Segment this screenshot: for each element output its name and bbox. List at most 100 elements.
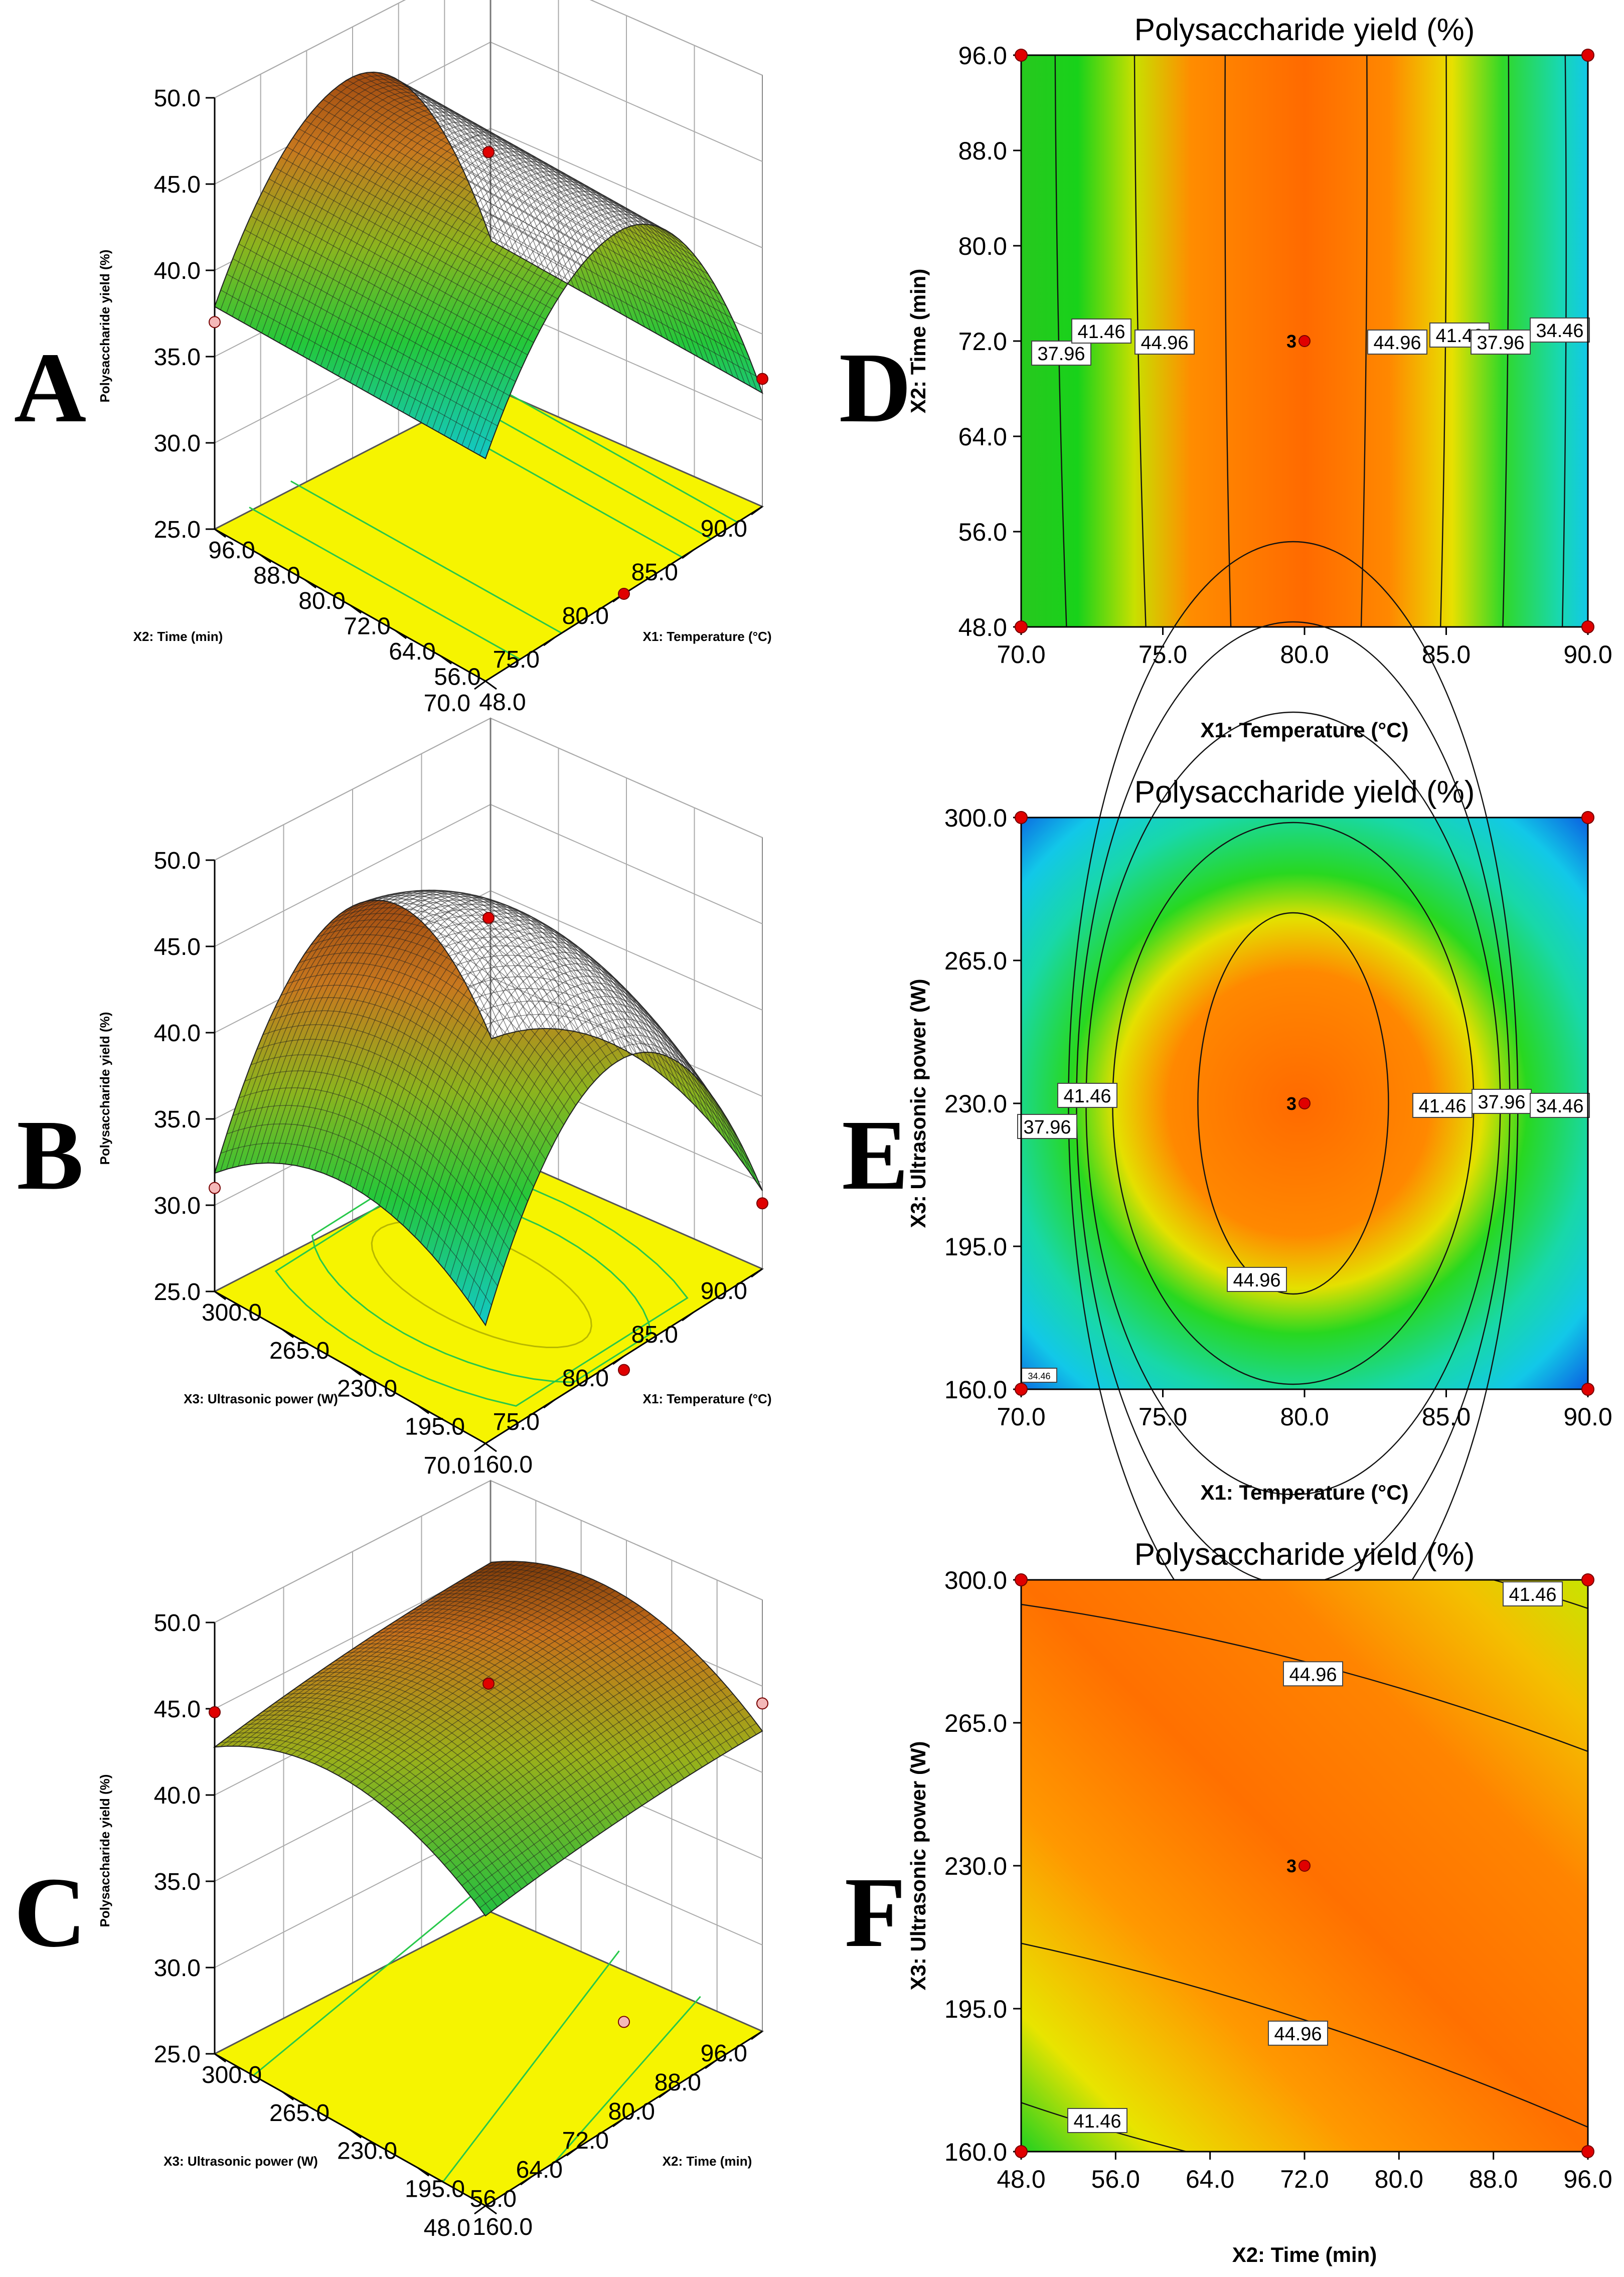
z-tick-label: 25.0 bbox=[154, 517, 201, 543]
design-point bbox=[482, 1677, 495, 1690]
x-tick-mark bbox=[543, 1399, 555, 1409]
y-tick-mark bbox=[350, 604, 362, 614]
design-point bbox=[618, 1364, 630, 1376]
design-point bbox=[756, 373, 768, 385]
mesh-line bbox=[296, 1571, 574, 1757]
x-tick-label: 75.0 bbox=[493, 1409, 540, 1435]
mesh-line bbox=[455, 207, 733, 442]
z-tick-label: 30.0 bbox=[154, 430, 201, 457]
z-tick-label: 45.0 bbox=[154, 934, 201, 960]
contour-level-box bbox=[1134, 330, 1195, 355]
x-tick-label: 64.0 bbox=[516, 2157, 563, 2183]
mesh-line bbox=[214, 72, 492, 307]
mesh-line bbox=[344, 144, 621, 380]
mesh-line bbox=[308, 895, 586, 1169]
mesh-line bbox=[285, 111, 563, 347]
x-axis-label: X1: Temperature (°C) bbox=[1200, 718, 1408, 742]
mesh-line bbox=[420, 1655, 698, 1840]
design-point bbox=[209, 1706, 221, 1718]
x-axis-label: X1: Temperature (°C) bbox=[643, 1391, 772, 1406]
surface-plot-a: 25.0 30.0 35.0 40.0 45.0 50.0 48.056.064.072.0… bbox=[97, 0, 771, 717]
x-tick-label: 72.0 bbox=[1280, 2165, 1329, 2193]
z-tick-label: 35.0 bbox=[154, 344, 201, 371]
contour-level-label: 41.46 bbox=[1073, 2111, 1121, 2132]
contour-level-label: 34.46 bbox=[1536, 1096, 1583, 1117]
surface-plot-c: 25.0 30.0 35.0 40.0 45.0 50.0 160.0 195.0 230.0 2… bbox=[97, 1480, 768, 2241]
contour-level-label: 41.46 bbox=[1509, 1584, 1556, 1605]
mesh-line bbox=[359, 74, 630, 227]
mesh-line bbox=[379, 1617, 657, 1804]
mesh-line bbox=[373, 927, 651, 1201]
mesh-line bbox=[302, 893, 580, 1168]
mesh-line bbox=[450, 1686, 727, 1872]
y-tick-mark bbox=[282, 2091, 294, 2100]
mesh-line bbox=[467, 1026, 745, 1300]
mesh-line bbox=[308, 124, 586, 360]
x-tick-label: 56.0 bbox=[470, 2186, 517, 2212]
surface-mesh bbox=[214, 1561, 763, 1916]
x-tick-label: 80.0 bbox=[562, 603, 609, 629]
z-tick-label: 40.0 bbox=[154, 258, 201, 284]
y-tick-label: 80.0 bbox=[958, 232, 1007, 260]
y-tick-label: 48.0 bbox=[958, 613, 1007, 641]
mesh-line bbox=[214, 900, 492, 1174]
mesh-line bbox=[273, 889, 551, 1164]
y-axis-label: X3: Ultrasonic power (W) bbox=[906, 979, 930, 1228]
x-tick-label: 80.0 bbox=[562, 1365, 609, 1392]
design-point bbox=[1015, 1383, 1028, 1396]
mesh-line bbox=[314, 1578, 592, 1764]
mesh-line bbox=[356, 1601, 633, 1786]
panel-letter-b: B bbox=[17, 1100, 83, 1211]
mesh-line bbox=[332, 138, 610, 373]
y-tick-label: 265.0 bbox=[269, 2100, 330, 2127]
design-point bbox=[482, 912, 495, 924]
x-tick-label: 56.0 bbox=[1091, 2165, 1140, 2193]
mesh-line bbox=[296, 118, 574, 353]
mesh-line bbox=[461, 211, 739, 446]
mesh-line bbox=[432, 982, 710, 1256]
mesh-line bbox=[285, 1568, 563, 1754]
contour-plot-e: Polysaccharide yield (%) 41.46 37.96 44.96 4… bbox=[906, 541, 1612, 1666]
chart-title: Polysaccharide yield (%) bbox=[1134, 13, 1475, 47]
y-axis-label: X3: Ultrasonic power (W) bbox=[164, 2154, 318, 2169]
mesh-line bbox=[361, 154, 639, 390]
mesh-line bbox=[220, 1561, 498, 1747]
y-tick-label: 160.0 bbox=[944, 1376, 1007, 1404]
mesh-line bbox=[414, 1649, 692, 1835]
contour-level-label: 41.46 bbox=[1063, 1086, 1111, 1107]
x-tick-label: 90.0 bbox=[701, 1278, 747, 1305]
z-axis-label: Polysaccharide yield (%) bbox=[97, 1774, 112, 1927]
mesh-line bbox=[467, 214, 745, 449]
y-tick-label: 56.0 bbox=[958, 518, 1007, 546]
y-tick-label: 300.0 bbox=[202, 2062, 262, 2088]
x-tick-mark bbox=[474, 2205, 486, 2215]
x-axis-label: X1: Temperature (°C) bbox=[1200, 1481, 1408, 1504]
mesh-line bbox=[485, 1730, 763, 1916]
y-tick-mark bbox=[214, 528, 226, 538]
y-tick-label: 96.0 bbox=[958, 42, 1007, 70]
x-tick-mark bbox=[659, 2088, 671, 2098]
mesh-line bbox=[479, 1723, 757, 1908]
mesh-line bbox=[367, 157, 645, 393]
mesh-line bbox=[479, 220, 757, 456]
y-axis-label: X2: Time (min) bbox=[133, 629, 223, 644]
x-tick-mark bbox=[705, 2059, 717, 2069]
x-tick-mark bbox=[543, 636, 555, 646]
y-tick-mark bbox=[395, 629, 407, 639]
x-tick-mark bbox=[751, 506, 763, 516]
mesh-line bbox=[344, 1593, 621, 1779]
mesh-line bbox=[367, 1609, 645, 1795]
x-tick-label: 75.0 bbox=[1139, 1403, 1187, 1431]
design-point bbox=[756, 1697, 768, 1710]
mesh-line bbox=[473, 1034, 751, 1309]
mesh-line bbox=[438, 989, 716, 1263]
mesh-line bbox=[261, 1563, 539, 1749]
mesh-line bbox=[455, 1011, 733, 1284]
mesh-line bbox=[449, 1003, 728, 1277]
mesh-line bbox=[485, 224, 763, 459]
contour-level-box bbox=[1227, 1267, 1287, 1292]
design-point bbox=[756, 1197, 768, 1210]
x-tick-label: 70.0 bbox=[997, 640, 1045, 669]
mesh-line bbox=[373, 1613, 651, 1799]
y-tick-label: 64.0 bbox=[389, 638, 435, 665]
